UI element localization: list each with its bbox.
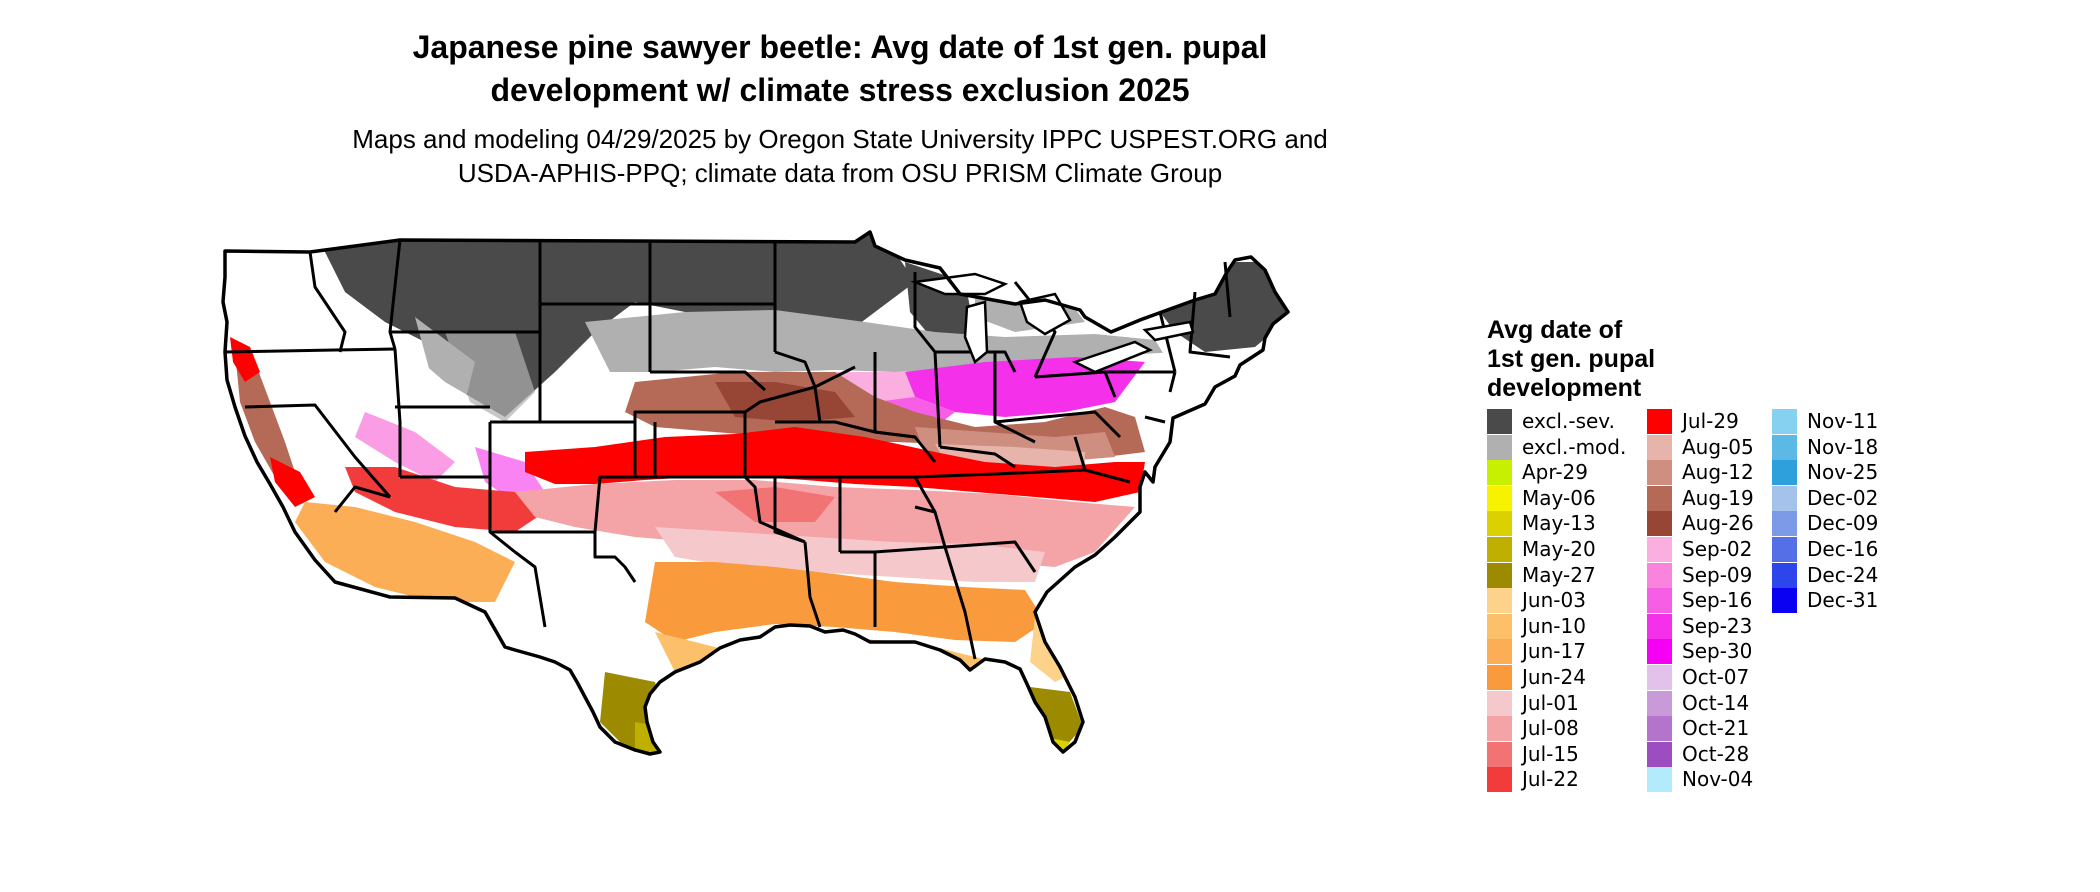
legend-swatch: [1487, 409, 1512, 434]
legend-swatch: [1772, 460, 1797, 486]
legend-label: Jun-24: [1522, 664, 1586, 689]
legend-label: May-13: [1522, 511, 1596, 536]
legend-swatch: [1487, 460, 1512, 486]
legend-swatch: [1647, 409, 1672, 434]
legend-swatch: [1487, 613, 1512, 639]
legend-label: Dec-02: [1807, 485, 1879, 510]
legend-title-line-2: 1st gen. pupal: [1487, 345, 1656, 373]
legend-swatch: [1487, 690, 1512, 716]
legend-title-line-3: development: [1487, 374, 1642, 402]
legend-swatch: [1772, 588, 1797, 614]
legend-label: Jul-08: [1522, 716, 1579, 741]
legend-swatch: [1487, 588, 1512, 614]
legend-label: Jun-17: [1522, 639, 1586, 664]
legend-swatch: [1487, 562, 1512, 588]
legend-label: Sep-02: [1682, 536, 1753, 561]
legend-swatch: [1647, 536, 1672, 562]
legend-label: Jun-10: [1522, 613, 1586, 638]
legend-swatch: [1487, 536, 1512, 562]
legend-swatch: [1772, 485, 1797, 511]
legend-swatch: [1647, 716, 1672, 742]
legend-label: Aug-05: [1682, 434, 1754, 459]
legend-swatch: [1487, 767, 1512, 793]
legend-swatch: [1647, 511, 1672, 537]
legend-label: Aug-26: [1682, 511, 1754, 536]
legend-label: May-20: [1522, 536, 1596, 561]
legend-swatch: [1487, 511, 1512, 537]
legend-label: Nov-04: [1682, 767, 1754, 792]
legend-swatch: [1772, 511, 1797, 537]
legend-label: Jul-15: [1522, 741, 1579, 766]
legend-label: Nov-25: [1807, 460, 1879, 485]
legend-label: Oct-07: [1682, 664, 1750, 689]
title-line-1: Japanese pine sawyer beetle: Avg date of…: [412, 29, 1268, 65]
legend-swatch: [1487, 485, 1512, 511]
legend-swatch: [1487, 664, 1512, 690]
legend-label: Dec-09: [1807, 511, 1879, 536]
legend-swatch: [1487, 639, 1512, 665]
legend-label: excl.-mod.: [1522, 434, 1627, 459]
legend-label: Sep-23: [1682, 613, 1753, 638]
title-line-2: development w/ climate stress exclusion …: [490, 72, 1190, 108]
legend-swatch: [1772, 562, 1797, 588]
legend-swatch: [1487, 741, 1512, 767]
legend-label: Oct-28: [1682, 741, 1750, 766]
legend-swatch: [1647, 434, 1672, 460]
legend-label: Dec-24: [1807, 562, 1879, 587]
legend-swatch: [1647, 690, 1672, 716]
legend-label: Sep-16: [1682, 588, 1753, 613]
legend-label: May-06: [1522, 485, 1596, 510]
legend-label: Aug-19: [1682, 485, 1754, 510]
legend-swatch: [1487, 434, 1512, 460]
legend-swatch: [1647, 588, 1672, 614]
legend-swatch: [1647, 639, 1672, 665]
legend-swatch: [1647, 664, 1672, 690]
legend-swatch: [1647, 485, 1672, 511]
legend-label: Sep-09: [1682, 562, 1753, 587]
legend-label: Oct-21: [1682, 716, 1750, 741]
legend-swatch: [1647, 562, 1672, 588]
legend-label: Jun-03: [1522, 588, 1586, 613]
legend-title: Avg date of 1st gen. pupal development: [1487, 316, 1707, 403]
map-subtitle: Maps and modeling 04/29/2025 by Oregon S…: [300, 122, 1380, 190]
legend-label: Sep-30: [1682, 639, 1753, 664]
subtitle-line-2: USDA-APHIS-PPQ; climate data from OSU PR…: [457, 158, 1223, 188]
legend-label: Nov-11: [1807, 409, 1879, 433]
legend-label: Aug-12: [1682, 460, 1754, 485]
legend-swatch: [1647, 613, 1672, 639]
legend-swatch: [1772, 536, 1797, 562]
legend-label: Jul-22: [1522, 767, 1579, 792]
data-surface: [223, 232, 1288, 754]
legend-title-line-1: Avg date of: [1487, 316, 1623, 344]
legend-label: Oct-14: [1682, 690, 1750, 715]
legend-swatch: [1647, 460, 1672, 486]
legend-swatch: [1647, 767, 1672, 793]
legend-label: Jul-29: [1682, 409, 1739, 433]
legend-label: Nov-18: [1807, 434, 1879, 459]
legend-swatch: [1487, 716, 1512, 742]
legend-label: Jul-01: [1522, 690, 1579, 715]
legend-label: Dec-16: [1807, 536, 1879, 561]
state-boundaries: [224, 239, 1232, 660]
subtitle-line-1: Maps and modeling 04/29/2025 by Oregon S…: [352, 124, 1328, 154]
legend-label: Dec-31: [1807, 588, 1879, 613]
legend-label: Apr-29: [1522, 460, 1588, 485]
map-title: Japanese pine sawyer beetle: Avg date of…: [300, 26, 1380, 112]
legend-swatch: [1772, 434, 1797, 460]
legend-swatch: [1772, 409, 1797, 434]
legend-swatch: [1647, 741, 1672, 767]
legend-label: May-27: [1522, 562, 1596, 587]
legend-label: excl.-sev.: [1522, 409, 1615, 433]
us-map: [221, 230, 1290, 756]
